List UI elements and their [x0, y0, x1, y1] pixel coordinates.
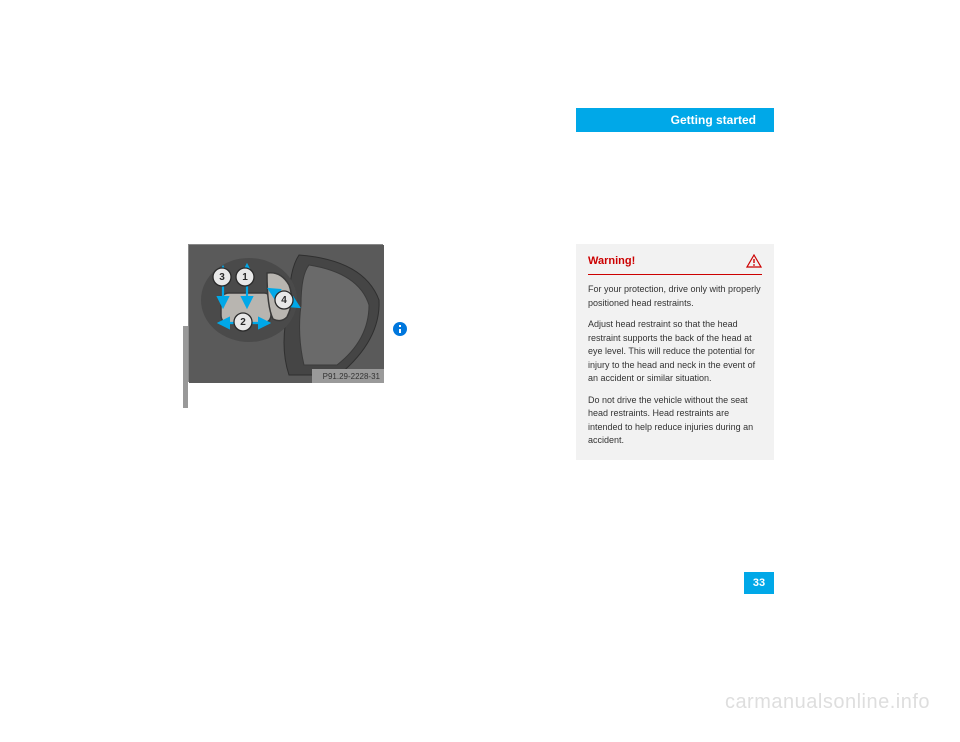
svg-text:4: 4 — [281, 295, 287, 306]
page-number-badge: 33 — [744, 572, 774, 594]
warning-paragraph: Adjust head restraint so that the head r… — [588, 318, 762, 386]
seat-diagram-svg: 1 2 3 4 P91.29-2228-31 — [189, 245, 384, 383]
svg-text:1: 1 — [242, 272, 248, 283]
warning-text: For your protection, drive only with pro… — [588, 283, 762, 448]
page-number: 33 — [753, 577, 765, 589]
warning-title: Warning! — [588, 255, 635, 267]
warning-triangle-icon — [746, 254, 762, 268]
svg-text:P91.29-2228-31: P91.29-2228-31 — [323, 372, 381, 381]
info-icon — [393, 322, 407, 336]
svg-text:2: 2 — [240, 317, 246, 328]
section-tab: Getting started — [576, 108, 774, 132]
warning-box: Warning! For your protection, drive only… — [576, 244, 774, 460]
warning-paragraph: For your protection, drive only with pro… — [588, 283, 762, 310]
svg-text:3: 3 — [219, 272, 225, 283]
warning-paragraph: Do not drive the vehicle without the sea… — [588, 394, 762, 448]
seat-adjustment-diagram: 1 2 3 4 P91.29-2228-31 — [188, 244, 383, 382]
watermark: carmanualsonline.info — [725, 691, 930, 714]
margin-strip — [183, 326, 188, 408]
section-tab-label: Getting started — [671, 113, 756, 127]
warning-header: Warning! — [588, 254, 762, 275]
